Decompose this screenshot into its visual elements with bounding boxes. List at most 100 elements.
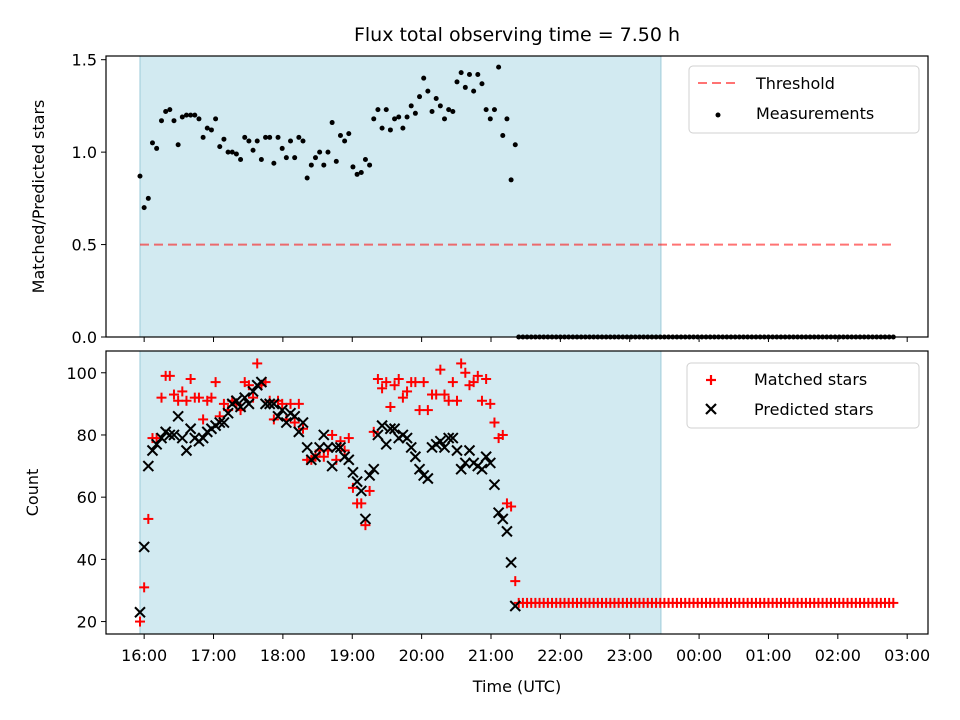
bottom-legend: Matched stars Predicted stars xyxy=(686,362,920,429)
predicted-star-point xyxy=(280,416,293,429)
predicted-star-point xyxy=(230,395,243,407)
matched-star-point xyxy=(139,582,150,593)
measurement-point xyxy=(400,125,406,131)
measurement-point xyxy=(383,107,389,113)
matched-star-point xyxy=(456,358,467,369)
measurement-point xyxy=(175,142,181,148)
measurement-point xyxy=(462,84,468,90)
measurement-point xyxy=(496,64,502,70)
y-tick-label: 100 xyxy=(66,364,97,383)
predicted-star-point xyxy=(480,451,492,463)
predicted-star-point xyxy=(442,432,455,444)
x-tick-label: 21:00 xyxy=(468,646,514,665)
measurement-point xyxy=(188,112,194,118)
measurement-point xyxy=(221,136,227,142)
predicted-star-point xyxy=(309,451,322,463)
predicted-star-point xyxy=(222,407,234,419)
matched-star-point xyxy=(435,364,446,375)
matched-star-point xyxy=(381,377,392,388)
bottom-axes-frame xyxy=(105,350,929,635)
x-tick-label: 02:00 xyxy=(815,646,861,665)
matched-star-point xyxy=(206,392,217,403)
predicted-star-point xyxy=(509,600,521,612)
measurement-point xyxy=(346,131,352,137)
predicted-star-point xyxy=(168,429,180,441)
top-legend: Threshold Measurements xyxy=(688,65,920,134)
predicted-star-point xyxy=(322,441,334,454)
measurement-point xyxy=(375,107,381,113)
measurement-point xyxy=(392,116,398,122)
measurement-point xyxy=(454,79,460,85)
measurement-point xyxy=(362,157,368,163)
x-tick-label: 22:00 xyxy=(537,646,583,665)
predicted-star-point xyxy=(184,423,197,435)
y-tick-label: 80 xyxy=(77,426,97,445)
measurement-point xyxy=(500,132,506,138)
observing-window-band xyxy=(139,55,662,338)
measurement-point xyxy=(342,138,348,144)
predicted-star-point xyxy=(501,525,513,538)
measurement-point xyxy=(479,81,485,87)
measurement-point xyxy=(325,149,331,155)
predicted-star-point xyxy=(355,485,367,497)
matched-star-point xyxy=(476,395,487,406)
predicted-star-point xyxy=(401,432,413,444)
predicted-star-point xyxy=(497,513,509,525)
measurement-point xyxy=(171,118,177,124)
measurement-point xyxy=(450,108,456,114)
predicted-star-point xyxy=(180,444,193,457)
measurement-point xyxy=(271,160,277,166)
measurement-point xyxy=(225,149,231,155)
y-tick-label: 0.0 xyxy=(72,328,97,347)
matched-star-point xyxy=(418,377,429,388)
predicted-star-point xyxy=(288,410,301,423)
measurement-point xyxy=(246,138,252,144)
measurements-points xyxy=(137,64,896,340)
measurement-point xyxy=(250,147,256,153)
predicted-star-point xyxy=(376,419,388,432)
y-tick-label: 0.5 xyxy=(72,236,97,255)
measurement-point xyxy=(279,145,285,151)
predicted-star-point xyxy=(380,438,392,451)
predicted-star-point xyxy=(134,606,146,618)
matched-star-point xyxy=(177,386,188,397)
bottom-y-axis-label: Count xyxy=(23,469,42,517)
measurement-point xyxy=(396,114,402,120)
measurement-point xyxy=(300,138,306,144)
matched-star-point xyxy=(343,433,354,444)
predicted-star-point xyxy=(422,472,434,485)
predicted-star-point xyxy=(214,416,226,429)
matched-star-point xyxy=(472,370,483,381)
measurement-point xyxy=(408,103,414,109)
predicted-star-point xyxy=(272,410,284,423)
predicted-stars-points xyxy=(134,376,521,618)
measurement-point xyxy=(213,116,219,122)
measurement-point xyxy=(275,134,281,140)
measurement-point xyxy=(312,155,318,161)
measurement-point xyxy=(437,103,443,109)
measurement-point xyxy=(141,205,147,211)
predicted-star-point xyxy=(164,429,176,441)
x-tick-label: 20:00 xyxy=(399,646,445,665)
predicted-star-point xyxy=(488,479,501,491)
measurement-point xyxy=(421,75,427,81)
top-y-axis-label: Matched/Predicted stars xyxy=(29,100,48,294)
predicted-star-point xyxy=(451,444,463,457)
top-y-ticks: 0.0 0.5 1.0 1.5 xyxy=(72,51,106,347)
measurement-point xyxy=(466,71,472,77)
predicted-star-point xyxy=(463,444,476,457)
predicted-star-point xyxy=(313,441,326,454)
matched-star-point xyxy=(439,389,450,400)
predicted-star-point xyxy=(176,432,189,444)
legend-predicted-swatch xyxy=(705,403,717,415)
x-tick-label: 00:00 xyxy=(676,646,722,665)
flux-ratio-panel: Flux total observing time = 7.50 h 0.00.… xyxy=(29,24,929,347)
predicted-star-point xyxy=(268,398,280,410)
x-tick-label: 16:00 xyxy=(121,646,167,665)
measurement-point xyxy=(371,116,377,122)
y-tick-label: 1.0 xyxy=(72,143,97,162)
x-tick-label: 17:00 xyxy=(190,646,236,665)
measurement-point xyxy=(242,134,248,140)
legend-threshold-label: Threshold xyxy=(755,74,835,93)
